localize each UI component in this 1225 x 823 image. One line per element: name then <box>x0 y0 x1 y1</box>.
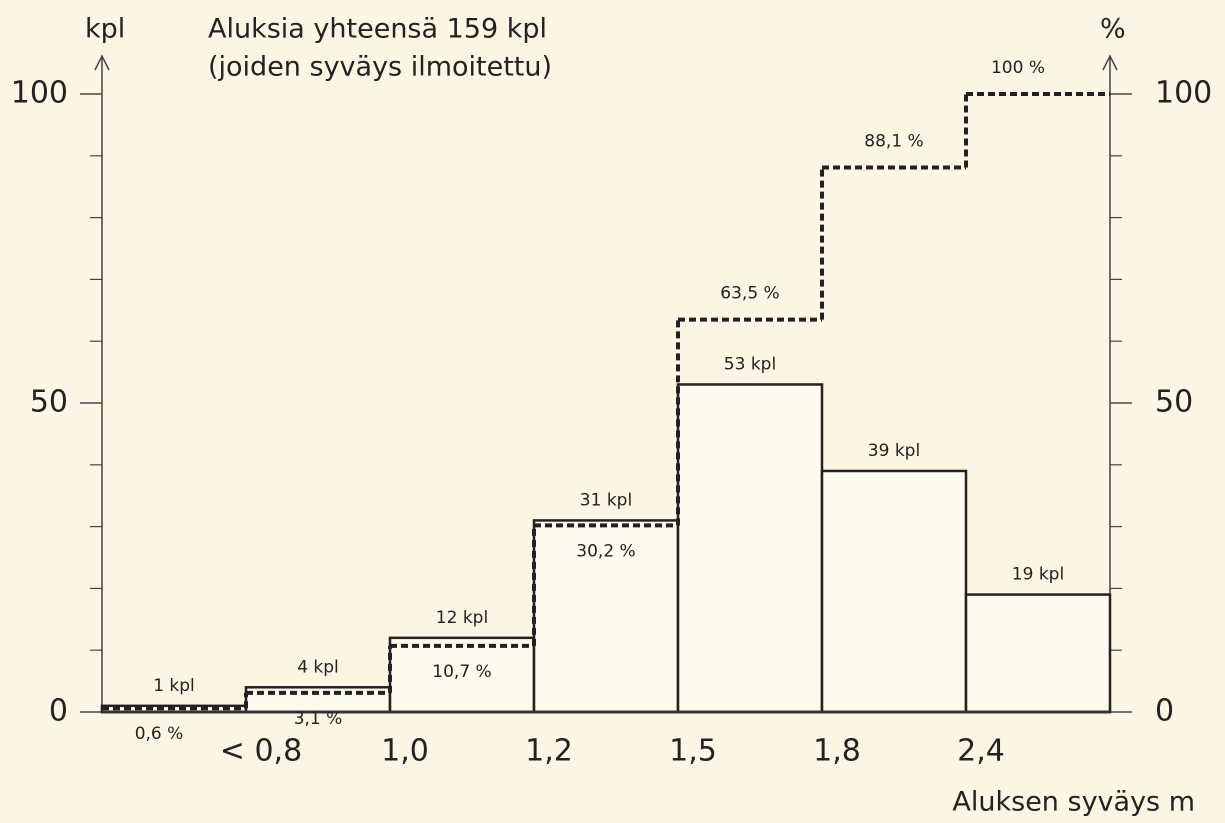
y-axis-arrow <box>94 54 110 71</box>
y2-tick-label: 50 <box>1155 385 1193 420</box>
bar-value-label: 39 kpl <box>868 441 920 461</box>
bar <box>388 636 536 714</box>
x-boundary-label: 2,4 <box>957 734 1005 769</box>
y2-axis-arrow <box>1102 54 1118 71</box>
y-tick-label: 50 <box>30 385 68 420</box>
bar <box>676 383 824 714</box>
cumulative-value-label: 88,1 % <box>864 132 923 152</box>
bar-value-label: 1 kpl <box>153 676 195 696</box>
bar-value-label: 53 kpl <box>724 354 776 374</box>
y-tick-label: 0 <box>49 694 68 729</box>
y2-tick-label: 0 <box>1155 694 1174 729</box>
bar <box>532 519 680 714</box>
x-boundary-label: 1,8 <box>813 734 861 769</box>
bar <box>964 593 1112 714</box>
bar <box>820 469 968 714</box>
cumulative-value-label: 3,1 % <box>294 709 343 729</box>
cumulative-value-label: 100 % <box>991 58 1045 78</box>
y-axis-label: kpl <box>85 14 125 45</box>
y-tick-label: 100 <box>11 76 68 111</box>
chart-title: Aluksia yhteensä 159 kpl <box>208 14 547 45</box>
cumulative-value-label: 10,7 % <box>432 662 491 682</box>
x-boundary-label: 1,5 <box>669 734 717 769</box>
cumulative-value-label: 30,2 % <box>576 541 635 561</box>
x-axis-label: Aluksen syväys m <box>952 787 1195 818</box>
y2-axis-label: % <box>1100 14 1126 45</box>
x-boundary-label: 1,2 <box>525 734 573 769</box>
y2-tick-label: 100 <box>1155 76 1212 111</box>
x-boundary-label: 1,0 <box>381 734 429 769</box>
bar-value-label: 12 kpl <box>436 608 488 628</box>
chart-subtitle: (joiden syväys ilmoitettu) <box>208 52 552 83</box>
cumulative-value-label: 0,6 % <box>135 724 184 744</box>
bar-value-label: 19 kpl <box>1012 565 1064 585</box>
bar-value-label: 4 kpl <box>297 657 339 677</box>
x-boundary-label: < 0,8 <box>220 734 302 769</box>
cumulative-value-label: 63,5 % <box>720 284 779 304</box>
bar-value-label: 31 kpl <box>580 490 632 510</box>
